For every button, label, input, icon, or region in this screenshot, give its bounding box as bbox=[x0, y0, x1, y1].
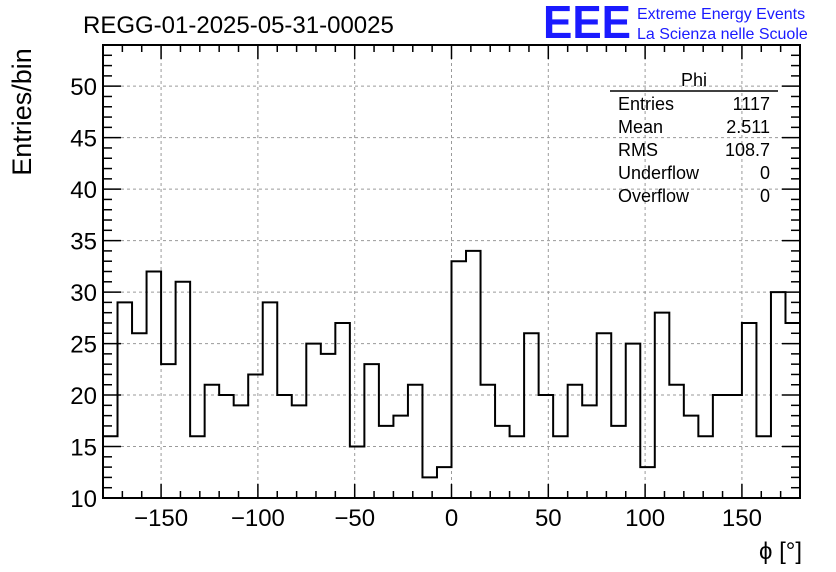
y-tick-label: 30 bbox=[70, 280, 97, 307]
stats-box: Phi Entries 1117 Mean 2.511 RMS 108.7 Underflo… bbox=[610, 70, 778, 206]
stats-value: 1117 bbox=[733, 94, 770, 114]
stats-value: 0 bbox=[760, 186, 770, 206]
stats-label: Mean bbox=[618, 117, 663, 137]
stats-value: 2.511 bbox=[726, 117, 770, 137]
stats-value: 108.7 bbox=[725, 140, 770, 160]
plot-frame bbox=[102, 44, 801, 499]
x-tick-label: −100 bbox=[231, 505, 285, 532]
x-tick-label: 150 bbox=[722, 505, 762, 532]
x-tick-label: 0 bbox=[445, 505, 458, 532]
x-tick-label: −150 bbox=[134, 505, 188, 532]
stats-label: RMS bbox=[618, 140, 658, 160]
x-tick-label: −50 bbox=[334, 505, 375, 532]
y-tick-label: 20 bbox=[70, 383, 97, 410]
stats-header: Phi bbox=[681, 70, 707, 90]
stats-label: Entries bbox=[618, 94, 674, 114]
x-tick-labels: −150 −100 −50 0 50 100 150 bbox=[134, 505, 762, 532]
x-axis-label: ϕ [°] bbox=[759, 538, 802, 565]
y-tick-label: 15 bbox=[70, 435, 97, 462]
stats-label: Underflow bbox=[618, 163, 700, 183]
y-tick-label: 10 bbox=[70, 486, 97, 513]
y-tick-labels: 10 15 20 25 30 35 40 45 50 bbox=[70, 74, 97, 513]
y-axis-label: Entries/bin bbox=[7, 48, 37, 176]
histogram-outline bbox=[102, 249, 801, 498]
stats-value: 0 bbox=[760, 163, 770, 183]
logo-line-1: Extreme Energy Events bbox=[637, 6, 805, 23]
eee-logo: EEE bbox=[543, 0, 631, 48]
y-tick-label: 45 bbox=[70, 126, 97, 153]
y-tick-label: 40 bbox=[70, 177, 97, 204]
axis-ticks bbox=[103, 45, 800, 498]
y-tick-label: 35 bbox=[70, 229, 97, 256]
x-tick-label: 50 bbox=[535, 505, 562, 532]
x-tick-label: 100 bbox=[625, 505, 665, 532]
y-tick-label: 50 bbox=[70, 74, 97, 101]
y-tick-label: 25 bbox=[70, 332, 97, 359]
stats-label: Overflow bbox=[618, 186, 690, 206]
logo-line-2: La Scienza nelle Scuole bbox=[637, 26, 808, 43]
chart-title: REGG-01-2025-05-31-00025 bbox=[83, 12, 394, 39]
